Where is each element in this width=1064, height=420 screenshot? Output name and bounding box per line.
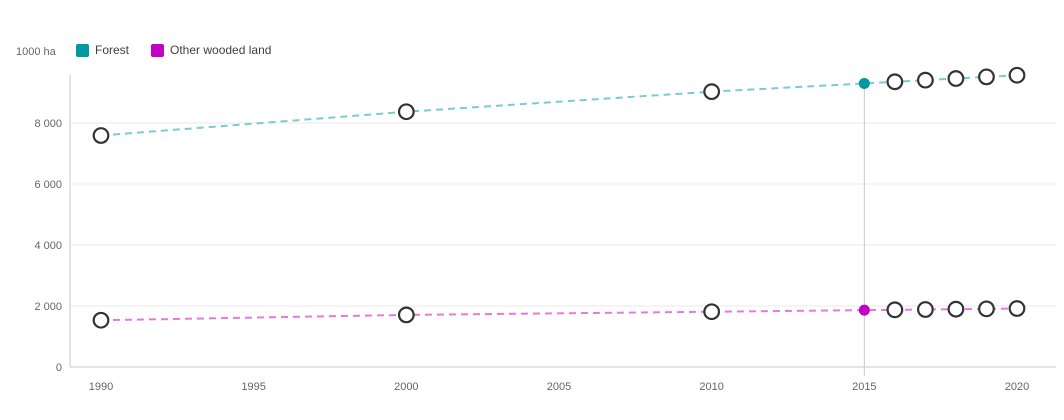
forest-point-1990[interactable] (92, 127, 110, 144)
forest-point-2010[interactable] (703, 83, 721, 101)
x-tick-label: 2005 (547, 381, 571, 393)
forest-legend-label: Forest (95, 43, 130, 57)
x-tick-label: 2015 (852, 381, 876, 393)
x-tick-label: 2000 (394, 381, 418, 393)
other-wooded-land-point-2010[interactable] (703, 303, 721, 321)
forest-swatch-icon (76, 43, 89, 57)
forest-point-2019[interactable] (978, 68, 995, 86)
y-tick-label: 4 000 (34, 240, 62, 252)
y-tick-label: 2 000 (34, 301, 62, 313)
legend-item-other-wooded-land[interactable]: Other wooded land (151, 43, 271, 57)
y-axis-unit-label: 1000 ha (16, 46, 56, 58)
other-wooded-land-swatch-icon (151, 43, 165, 57)
y-tick-label: 0 (56, 362, 62, 374)
forest-point-2020[interactable] (1008, 66, 1026, 84)
other-wooded-land-point-2000[interactable] (397, 306, 415, 324)
y-tick-label: 8 000 (34, 118, 62, 130)
forest-point-2000[interactable] (397, 103, 415, 121)
x-tick-label: 1990 (89, 381, 113, 393)
forest-point-2018[interactable] (947, 70, 965, 87)
other-wooded-land-point-2019[interactable] (978, 300, 995, 318)
forest-point-2015[interactable] (858, 77, 870, 89)
forest-line (100, 74, 1018, 137)
other-wooded-land-point-2015[interactable] (858, 304, 870, 316)
y-tick-label: 6 000 (34, 179, 62, 191)
other-wooded-land-point-2016[interactable] (886, 301, 904, 319)
other-wooded-land-point-1990[interactable] (92, 311, 110, 329)
forest-point-2017[interactable] (916, 71, 934, 89)
other-wooded-land-point-2017[interactable] (916, 301, 934, 318)
x-tick-label: 1995 (241, 381, 265, 393)
x-tick-label: 2020 (1005, 381, 1029, 393)
other-wooded-land-point-2020[interactable] (1008, 300, 1026, 317)
legend: Forest Other wooded land (76, 43, 271, 57)
legend-item-forest[interactable]: Forest (76, 43, 129, 57)
x-tick-label: 2010 (699, 381, 723, 393)
other-wooded-land-point-2018[interactable] (947, 300, 965, 318)
other-wooded-land-line (100, 307, 1018, 322)
other-wooded-land-legend-label: Other wooded land (170, 43, 272, 57)
forest-point-2016[interactable] (886, 73, 904, 91)
